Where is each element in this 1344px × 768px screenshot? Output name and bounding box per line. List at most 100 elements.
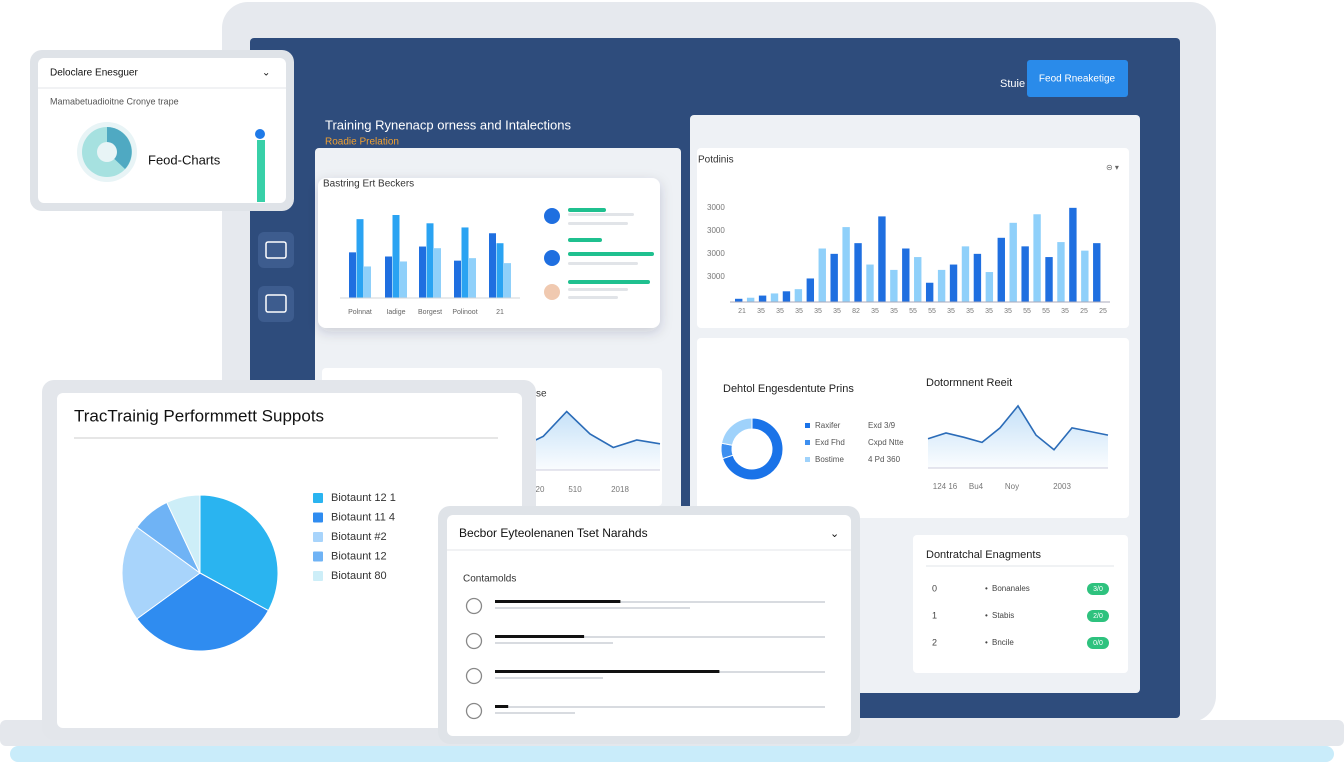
card-title: Deloclare Enesguer: [50, 68, 138, 79]
progress-bar: [495, 600, 621, 603]
bar: [469, 258, 476, 298]
x-tick-label: Polinoot: [452, 309, 477, 316]
bar: [454, 260, 461, 298]
progress-bar: [495, 670, 720, 673]
bar-line: [568, 208, 606, 212]
sidebar-icon[interactable]: [258, 286, 294, 322]
progress-track: [495, 706, 825, 708]
bar: [1081, 250, 1089, 302]
y-tick-label: 3000: [707, 203, 725, 212]
x-tick-label: 35: [871, 308, 879, 315]
bar: [419, 246, 426, 298]
bar: [973, 253, 982, 302]
icon: [265, 241, 287, 259]
sidebar-icon[interactable]: [258, 232, 294, 268]
card-title: se: [536, 389, 547, 400]
y-tick-label: 3000: [707, 226, 725, 235]
row-dash: •: [985, 584, 988, 593]
placeholder-line: [568, 213, 634, 216]
x-tick-label: 35: [985, 308, 993, 315]
avatar: [544, 250, 560, 266]
badge: [1087, 637, 1109, 649]
x-tick-label: 55: [928, 308, 936, 315]
header-link[interactable]: Stuie: [1000, 78, 1025, 90]
x-tick-label: Borgest: [418, 309, 442, 316]
chevron[interactable]: ⌄: [262, 68, 270, 79]
bar: [854, 243, 862, 302]
bar: [997, 237, 1005, 302]
x-tick-label: 35: [757, 308, 765, 315]
bar: [794, 289, 803, 302]
x-tick-label: 35: [1061, 308, 1069, 315]
row-index: 1: [932, 610, 937, 620]
placeholder-line: [495, 642, 613, 644]
area: [928, 405, 1108, 468]
row-index: 0: [932, 583, 937, 593]
header-button[interactable]: [1027, 60, 1128, 97]
placeholder-line: [495, 712, 575, 714]
legend-value: 4 Pd 360: [868, 455, 901, 464]
bar: [1009, 222, 1017, 302]
bar: [426, 223, 434, 298]
x-tick-label: 21: [496, 309, 504, 316]
legend-swatch: [805, 457, 810, 462]
x-tick-label: 82: [852, 308, 860, 315]
slider[interactable]: [257, 140, 265, 202]
x-tick-label: 35: [947, 308, 955, 315]
avatar: [544, 208, 560, 224]
x-tick-label: 35: [795, 308, 803, 315]
card-title: Becbor Eyteolenanen Tset Narahds: [459, 526, 648, 540]
legend-value: Exd 3/9: [868, 421, 896, 430]
x-tick-label: Polnnat: [348, 309, 372, 316]
legend-label: Biotaunt 11 4: [331, 511, 395, 523]
progress-bar: [495, 705, 509, 708]
bar: [866, 264, 874, 302]
bar: [758, 295, 767, 302]
header-subtitle: Roadie Prelation: [325, 137, 399, 148]
bar: [902, 248, 910, 302]
card-title: TracTrainig Performmett Suppots: [74, 406, 324, 425]
x-tick-label: 35: [890, 308, 898, 315]
header-button-label[interactable]: Feod Rneaketige: [1039, 74, 1116, 85]
tasks-card: [447, 515, 851, 736]
bar: [385, 256, 392, 298]
slice: [721, 417, 784, 481]
bar: [1057, 242, 1065, 302]
radio[interactable]: [465, 702, 483, 720]
x-tick-label: 55: [909, 308, 917, 315]
x-tick-label: 2003: [1053, 482, 1071, 491]
x-tick-label: 35: [814, 308, 822, 315]
bar-line: [568, 252, 654, 256]
card-title: Potdinis: [698, 155, 734, 166]
x-tick-label: 35: [833, 308, 841, 315]
bar: [1033, 214, 1041, 302]
bar: [925, 282, 934, 302]
x-tick-label: 20: [536, 485, 545, 494]
row-dash: •: [985, 638, 988, 647]
progress-track: [495, 636, 825, 638]
legend-label: Biotaunt 80: [331, 570, 387, 582]
bar: [985, 272, 994, 302]
slider-knob[interactable]: [255, 129, 265, 139]
glow: [10, 746, 1334, 762]
engagement-card: [913, 535, 1128, 673]
bar: [782, 291, 791, 302]
x-tick-label: 124 16: [933, 482, 958, 491]
row-index: 2: [932, 637, 937, 647]
radio[interactable]: [465, 632, 483, 650]
bar: [349, 252, 356, 298]
bar: [949, 264, 958, 302]
placeholder-line: [568, 296, 618, 299]
row-label: Bonanales: [992, 584, 1030, 593]
radio[interactable]: [465, 597, 483, 615]
placeholder-line: [568, 222, 628, 225]
card-title: Dehtol Engesdentute Prins: [723, 383, 854, 395]
x-tick-label: 35: [966, 308, 974, 315]
menu[interactable]: ⊝ ▾: [1106, 163, 1119, 172]
radio[interactable]: [465, 667, 483, 685]
legend-swatch: [313, 551, 323, 562]
avatar: [544, 284, 560, 300]
chevron[interactable]: ⌄: [830, 528, 839, 540]
x-tick-label: 55: [1023, 308, 1031, 315]
line: [927, 404, 1109, 451]
